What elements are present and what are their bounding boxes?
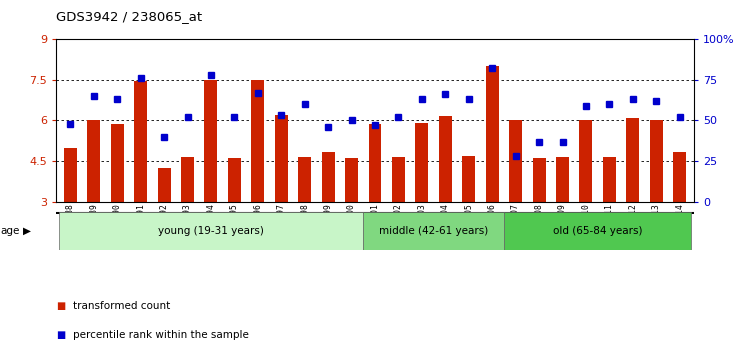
Bar bbox=[532, 158, 545, 202]
Bar bbox=[650, 120, 663, 202]
Bar bbox=[87, 120, 100, 202]
Text: old (65-84 years): old (65-84 years) bbox=[553, 226, 643, 236]
Bar bbox=[486, 66, 499, 202]
Bar bbox=[298, 157, 311, 202]
Bar bbox=[439, 116, 452, 202]
Bar bbox=[158, 168, 170, 202]
Bar bbox=[392, 157, 405, 202]
Bar bbox=[626, 118, 639, 202]
Bar bbox=[181, 157, 194, 202]
Bar bbox=[368, 125, 382, 202]
Bar bbox=[205, 80, 218, 202]
Text: ▶: ▶ bbox=[23, 226, 32, 236]
Text: transformed count: transformed count bbox=[73, 301, 170, 311]
Bar bbox=[416, 123, 428, 202]
Text: percentile rank within the sample: percentile rank within the sample bbox=[73, 330, 248, 339]
Bar bbox=[64, 148, 76, 202]
Bar bbox=[274, 115, 288, 202]
Bar bbox=[322, 152, 334, 202]
Text: ■: ■ bbox=[56, 301, 65, 311]
Text: age: age bbox=[1, 226, 20, 236]
Bar bbox=[58, 212, 363, 250]
Bar bbox=[504, 212, 692, 250]
Bar bbox=[251, 80, 264, 202]
Bar bbox=[111, 125, 124, 202]
Bar bbox=[462, 156, 476, 202]
Text: ■: ■ bbox=[56, 330, 65, 339]
Bar bbox=[603, 157, 616, 202]
Text: GDS3942 / 238065_at: GDS3942 / 238065_at bbox=[56, 10, 202, 23]
Bar bbox=[556, 157, 569, 202]
Bar bbox=[134, 81, 147, 202]
Bar bbox=[580, 120, 592, 202]
Text: young (19-31 years): young (19-31 years) bbox=[158, 226, 264, 236]
Text: middle (42-61 years): middle (42-61 years) bbox=[379, 226, 488, 236]
Bar bbox=[228, 158, 241, 202]
Bar bbox=[363, 212, 504, 250]
Bar bbox=[674, 152, 686, 202]
Bar bbox=[509, 120, 522, 202]
Bar bbox=[345, 158, 358, 202]
